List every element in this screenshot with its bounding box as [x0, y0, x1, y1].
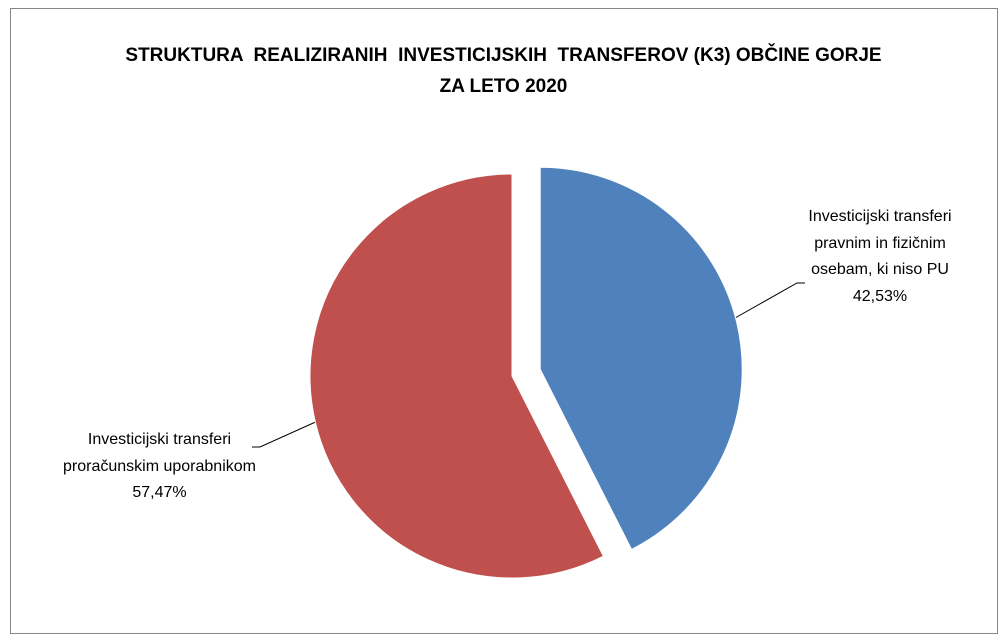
chart-title: STRUKTURA REALIZIRANIH INVESTICIJSKIH TR…	[125, 45, 887, 97]
leader-line	[734, 282, 805, 319]
slice-label: Investicijski transferi proračunskim upo…	[62, 427, 257, 507]
slice-label: Investicijski transferi pravnim in fizič…	[790, 204, 970, 310]
pie-slice	[309, 173, 605, 579]
leader-line	[252, 419, 321, 448]
value-label: 42,53%	[852, 287, 908, 305]
value-label: 57,47%	[132, 484, 187, 501]
category-label: Investicijski transferi proračunskim upo…	[63, 431, 256, 475]
pie-slice	[539, 166, 743, 551]
category-label: Investicijski transferi pravnim in fizič…	[808, 208, 952, 278]
